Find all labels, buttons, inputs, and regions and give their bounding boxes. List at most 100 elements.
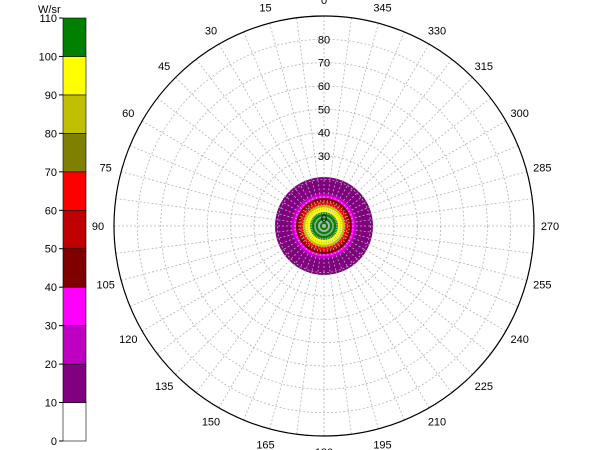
colorbar-band-10 [62, 17, 87, 57]
angular-gridline [323, 225, 405, 421]
colorbar-tick-label: 80 [45, 128, 57, 140]
angular-gridline [121, 225, 325, 281]
angle-label: 45 [158, 61, 170, 73]
colorbar-tick-label: 30 [45, 321, 57, 333]
radial-gridline [300, 202, 348, 250]
colorbar-band-1 [62, 363, 87, 403]
angular-gridline [323, 59, 453, 227]
radius-label: 0 [321, 213, 327, 225]
angular-gridline [323, 171, 527, 227]
angle-label: 270 [541, 221, 559, 233]
radial-gridline [276, 178, 372, 274]
angle-label: 75 [100, 163, 112, 175]
angular-gridline [243, 31, 325, 227]
angular-gridline [323, 225, 352, 435]
angular-gridline [195, 59, 325, 227]
angular-gridline [323, 225, 519, 307]
angular-gridline [296, 225, 325, 435]
angular-gridline [323, 145, 519, 227]
angular-gridline [323, 225, 533, 254]
angle-label: 255 [533, 279, 551, 291]
colorbar-tick-label: 110 [39, 13, 57, 25]
angular-gridline [243, 225, 325, 421]
angular-gridline [323, 225, 430, 409]
angle-label: 240 [511, 334, 529, 346]
angle-label: 180 [315, 447, 333, 450]
angular-gridline [323, 225, 491, 355]
colorbar-unit-label: W/sr [38, 4, 61, 16]
angle-label: 285 [533, 163, 551, 175]
angle-label: 195 [373, 439, 391, 450]
angular-gridline [121, 171, 325, 227]
angle-label: 210 [428, 417, 446, 429]
angle-label: 0 [321, 0, 327, 7]
colorbar-tick-label: 50 [45, 244, 57, 256]
polar-plot: 0 15 30 45 60 75 90 105 120 135 150 165 180 195 210 225… [92, 0, 559, 450]
colorbar: 0 10 20 30 40 50 60 70 80 90 100 110 [39, 13, 87, 448]
angular-gridline [323, 198, 533, 227]
radial-gridline [160, 62, 488, 390]
angular-gridline [323, 225, 379, 429]
colorbar-tick-label: 90 [45, 90, 57, 102]
colorbar-tick-label: 100 [39, 51, 57, 63]
angular-gridline [157, 97, 325, 227]
colorbar-band-0 [62, 402, 87, 442]
polar-outer-circle [113, 15, 535, 437]
angle-label: 135 [155, 381, 173, 393]
angle-label: 300 [511, 108, 529, 120]
angular-gridline [129, 145, 325, 227]
angular-gridline [323, 225, 453, 393]
colorbar-band-4 [62, 248, 87, 288]
angle-label: 105 [97, 279, 115, 291]
angular-gridline [323, 43, 430, 227]
colorbar-tick-label: 0 [51, 436, 57, 448]
angular-gridline [323, 97, 491, 227]
angular-gridline [175, 225, 325, 375]
angular-gridline [296, 17, 325, 227]
colorbar-tick-label: 70 [45, 167, 57, 179]
colorbar-tick-label: 10 [45, 398, 57, 410]
angle-label: 30 [205, 25, 217, 37]
radius-label: 30 [318, 151, 330, 163]
angular-gridline [115, 198, 325, 227]
colorbar-band-7 [62, 133, 87, 173]
angular-gridline [323, 225, 527, 281]
angle-label: 150 [202, 417, 220, 429]
radius-label: 50 [318, 104, 330, 116]
colorbar-band-9 [62, 56, 87, 96]
colorbar-tick-label: 20 [45, 359, 57, 371]
radius-label: 70 [318, 58, 330, 70]
angular-gridline [195, 225, 325, 393]
angular-gridline [175, 77, 325, 227]
angular-gridline [323, 31, 405, 227]
colorbar-band-3 [62, 286, 87, 326]
angular-gridline [218, 43, 325, 227]
angle-label: 15 [259, 3, 271, 15]
angular-gridline [115, 225, 325, 254]
angular-gridline [129, 225, 325, 307]
angular-gridline [323, 23, 379, 227]
radius-label: 40 [318, 128, 330, 140]
angle-label: 225 [475, 381, 493, 393]
angle-label: 120 [119, 334, 137, 346]
angle-label: 90 [92, 221, 104, 233]
angular-gridline [323, 120, 507, 227]
angle-label: 165 [256, 439, 274, 450]
colorbar-band-5 [62, 209, 87, 250]
colorbar-tick-label: 40 [45, 282, 57, 294]
angular-gridline [157, 225, 325, 355]
colorbar-band-6 [62, 171, 87, 211]
radial-gridline [136, 38, 512, 414]
angle-label: 345 [373, 3, 391, 15]
colorbar-band-2 [62, 325, 87, 365]
angular-gridline [269, 225, 325, 429]
colorbar-band-8 [62, 94, 87, 134]
angular-gridline [323, 225, 507, 332]
angle-label: 315 [475, 61, 493, 73]
radius-label: 60 [318, 81, 330, 93]
angular-gridline [323, 77, 473, 227]
angular-gridline [141, 120, 325, 227]
angular-gridline [218, 225, 325, 409]
angular-gridline [269, 23, 325, 227]
radius-label: 80 [318, 34, 330, 46]
